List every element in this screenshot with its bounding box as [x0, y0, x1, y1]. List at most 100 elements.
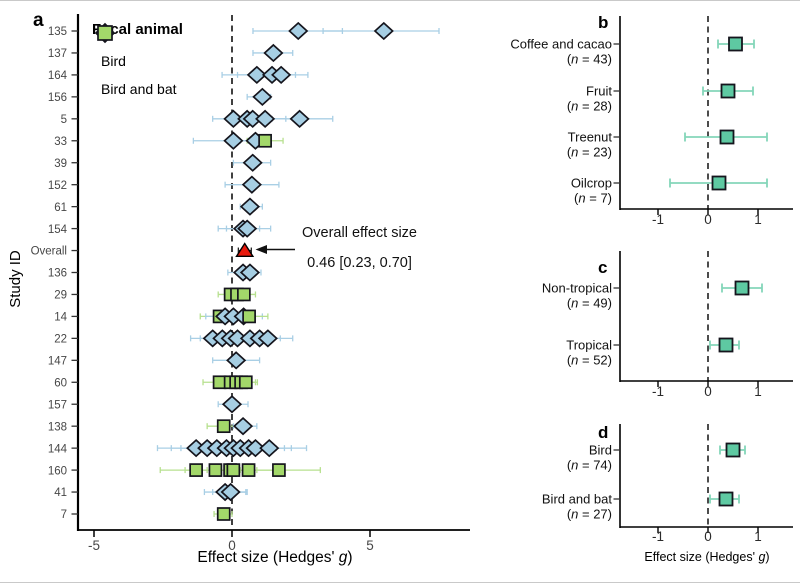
bird-and-bat-square-marker	[189, 463, 203, 477]
x-axis-title-d-suffix: )	[765, 550, 770, 564]
study-row-39: 39	[54, 153, 272, 172]
bird-and-bat-square-marker	[258, 133, 272, 148]
x-tick-label: 5	[366, 538, 374, 553]
bird-diamond-marker	[221, 395, 243, 414]
bird-diamond-marker	[226, 351, 247, 370]
bird-and-bat-square-marker	[237, 287, 251, 302]
overall-triangle-marker	[235, 242, 255, 258]
x-tick-label: 0	[704, 212, 712, 227]
legend-item-bird-and-bat: Bird and bat	[92, 25, 183, 103]
group-row-bird: Bird(n = 74)	[567, 442, 746, 473]
study-row-160: 160	[48, 463, 321, 477]
study-row-147: 147	[48, 351, 261, 370]
group-row-fruit: Fruit(n = 28)	[567, 83, 754, 114]
bird-and-bat-square-marker	[216, 507, 231, 521]
study-id-label: 5	[61, 114, 67, 126]
group-n-label: (n = 74)	[567, 458, 612, 473]
group-n-label: (n = 23)	[567, 145, 612, 160]
group-square-marker	[719, 129, 735, 145]
group-square-marker	[725, 442, 741, 458]
group-n-label: (n = 28)	[567, 99, 612, 114]
bird-diamond-marker	[271, 65, 292, 85]
bird-diamond-marker	[239, 197, 261, 216]
study-id-label: 147	[48, 356, 67, 368]
legend-item-bird-and-bat-label: Bird and bat	[101, 81, 177, 97]
x-tick-label: -1	[652, 212, 664, 227]
group-row-coffee-and-cacao: Coffee and cacao(n = 43)	[510, 36, 755, 67]
x-tick-label: 1	[754, 529, 762, 544]
group-row-tropical: Tropical(n = 52)	[566, 338, 740, 368]
study-id-label: Overall	[31, 246, 67, 258]
study-id-label: 138	[48, 421, 67, 433]
study-id-label: 22	[54, 334, 67, 346]
group-n-label: (n = 7)	[574, 191, 612, 206]
group-label: Coffee and cacao	[510, 37, 612, 52]
bird-and-bat-square-marker	[241, 463, 256, 477]
bird-diamond-marker	[223, 109, 244, 128]
x-tick-label: 0	[228, 538, 236, 553]
study-row-29: 29	[54, 287, 257, 302]
panel-b-label: b	[598, 13, 609, 32]
x-tick-label: 0	[704, 529, 712, 544]
group-square-marker	[720, 83, 736, 99]
panel-d-plot: -1 0 1 Bird(n = 74) Bird and bat(n = 27)	[542, 424, 793, 544]
study-id-label: 135	[48, 26, 67, 38]
annotation-arrow-head	[255, 245, 267, 254]
study-id-label: 164	[48, 70, 68, 82]
panel-c-plot: -1 0 1 Non-tropical(n = 49) Tropical(n = 52)	[542, 251, 793, 399]
study-row-164: 164	[48, 65, 309, 85]
study-row-156: 156	[48, 87, 273, 107]
x-tick-label: 1	[754, 384, 762, 399]
panel-d-label: d	[598, 423, 609, 442]
focal-animal-legend: Focal animal Bird Bird and bat	[92, 21, 183, 103]
x-tick-label: -1	[652, 529, 664, 544]
study-row-157: 157	[48, 395, 249, 414]
study-row-7: 7	[61, 507, 233, 521]
x-axis-title-d-prefix: Effect size (Hedges'	[644, 550, 759, 564]
bird-and-bat-square-marker	[208, 463, 223, 477]
panel-a-label: a	[33, 10, 44, 31]
legend-title: Focal animal	[92, 21, 183, 38]
bird-diamond-marker	[239, 263, 261, 282]
group-row-oilcrop: Oilcrop(n = 7)	[571, 176, 768, 206]
bird-diamond-marker	[245, 438, 266, 458]
group-n-label: (n = 52)	[567, 353, 612, 368]
bird-diamond-marker	[242, 153, 263, 172]
bird-diamond-marker	[289, 109, 310, 128]
bird-diamond-marker	[241, 175, 262, 194]
study-row-136: 136	[48, 263, 262, 282]
bird-diamond-marker	[255, 109, 276, 128]
study-row-135: 135	[48, 21, 440, 41]
bird-diamond-marker	[257, 329, 278, 348]
bird-diamond-marker	[288, 21, 309, 41]
study-id-label: 29	[54, 290, 67, 302]
x-tick-label: -5	[88, 538, 100, 553]
group-square-marker	[734, 280, 750, 296]
study-row-61: 61	[54, 197, 264, 216]
group-label: Treenut	[568, 130, 613, 145]
x-tick-label: 1	[754, 212, 762, 227]
y-axis-title-study-id: Study ID	[7, 250, 24, 308]
group-square-marker	[718, 491, 734, 507]
bird-diamond-marker	[263, 43, 284, 63]
group-label: Bird and bat	[542, 492, 612, 507]
panel-b-plot: -1 0 1 Coffee and cacao(n = 43) Fruit(n = 28…	[510, 16, 793, 227]
study-row-144: 144	[48, 438, 308, 458]
x-axis-title-a-prefix: Effect size (Hedges'	[197, 549, 339, 566]
overall-effect-annotation-title: Overall effect size	[302, 225, 417, 241]
study-id-label: 154	[48, 224, 68, 236]
group-label: Oilcrop	[571, 176, 612, 191]
study-row-22: 22	[54, 329, 294, 348]
group-row-non-tropical: Non-tropical(n = 49)	[542, 280, 763, 311]
bird-diamond-marker	[252, 87, 273, 107]
study-id-label: 41	[54, 487, 67, 499]
legend-item-bird-label: Bird	[101, 53, 126, 69]
group-n-label: (n = 27)	[567, 507, 612, 522]
overall-effect-annotation-value: 0.46 [0.23, 0.70]	[307, 255, 412, 271]
study-id-label: 144	[48, 443, 68, 455]
group-square-marker	[728, 36, 743, 52]
bird-and-bat-square-marker	[242, 309, 256, 324]
study-id-label: 137	[48, 48, 67, 60]
